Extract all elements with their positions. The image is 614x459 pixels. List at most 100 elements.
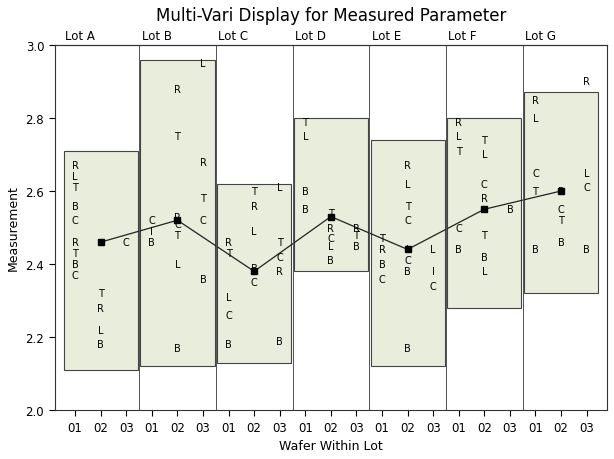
Text: R: R: [353, 223, 360, 233]
Text: L: L: [328, 241, 333, 251]
Text: T: T: [98, 289, 104, 299]
Bar: [293, 119, 368, 272]
Text: T: T: [277, 238, 282, 247]
Text: C: C: [123, 238, 130, 247]
Y-axis label: Measurement: Measurement: [7, 185, 20, 271]
Text: R: R: [379, 245, 386, 255]
Text: T: T: [174, 230, 181, 241]
Text: R: R: [456, 118, 462, 127]
Text: T: T: [456, 146, 462, 157]
Bar: [217, 185, 291, 363]
Text: T: T: [481, 230, 488, 241]
Text: R: R: [327, 223, 334, 233]
Text: I: I: [406, 245, 409, 255]
Bar: [64, 151, 138, 370]
Text: B: B: [200, 274, 206, 284]
Text: L: L: [303, 132, 308, 142]
Text: T: T: [532, 187, 538, 196]
Text: C: C: [583, 183, 590, 193]
Text: B: B: [174, 343, 181, 353]
Text: B: B: [404, 267, 411, 277]
Text: C: C: [251, 278, 257, 288]
Text: C: C: [72, 216, 79, 226]
Text: T: T: [302, 118, 308, 127]
Text: C: C: [404, 216, 411, 226]
Text: C: C: [174, 219, 181, 230]
Text: L: L: [430, 245, 436, 255]
Text: C: C: [404, 256, 411, 266]
Text: B: B: [302, 187, 309, 196]
Text: C: C: [532, 168, 539, 179]
Text: L: L: [174, 259, 180, 269]
Text: B: B: [251, 263, 257, 273]
Text: L: L: [226, 292, 231, 302]
Text: T: T: [72, 248, 78, 258]
Text: B: B: [507, 205, 513, 215]
Text: R: R: [174, 84, 181, 95]
Text: T: T: [379, 234, 385, 244]
Text: R: R: [481, 194, 488, 204]
Text: L: L: [277, 183, 282, 193]
Text: B: B: [583, 245, 590, 255]
Text: B: B: [72, 201, 79, 211]
Text: B: B: [353, 241, 360, 251]
Text: I: I: [150, 227, 154, 237]
Text: B: B: [98, 340, 104, 350]
Text: R: R: [558, 187, 564, 196]
Text: B: B: [302, 205, 309, 215]
Text: B: B: [558, 238, 564, 247]
Text: L: L: [533, 114, 538, 124]
Text: C: C: [481, 179, 488, 189]
Text: C: C: [327, 234, 334, 244]
Text: L: L: [72, 172, 78, 182]
X-axis label: Wafer Within Lot: Wafer Within Lot: [279, 439, 383, 452]
Text: R: R: [200, 157, 206, 168]
Text: T: T: [354, 230, 359, 241]
Text: C: C: [149, 216, 155, 226]
Text: C: C: [200, 216, 206, 226]
Text: L: L: [584, 168, 589, 179]
Text: B: B: [404, 343, 411, 353]
Text: B: B: [481, 252, 488, 262]
Text: R: R: [225, 238, 232, 247]
Text: R: R: [276, 267, 283, 277]
Text: R: R: [404, 161, 411, 171]
Bar: [141, 61, 214, 366]
Text: L: L: [456, 132, 462, 142]
Text: L: L: [481, 150, 487, 160]
Text: T: T: [251, 187, 257, 196]
Text: B: B: [327, 256, 334, 266]
Text: R: R: [72, 238, 79, 247]
Text: T: T: [200, 194, 206, 204]
Bar: [370, 140, 445, 366]
Text: T: T: [405, 201, 411, 211]
Text: B: B: [225, 340, 232, 350]
Text: L: L: [481, 267, 487, 277]
Text: C: C: [558, 205, 564, 215]
Text: L: L: [200, 59, 206, 69]
Text: T: T: [558, 216, 564, 226]
Text: B: B: [72, 259, 79, 269]
Text: T: T: [328, 208, 334, 218]
Text: T: T: [225, 248, 231, 258]
Text: C: C: [430, 281, 437, 291]
Text: R: R: [72, 161, 79, 171]
Text: B: B: [532, 245, 539, 255]
Title: Multi-Vari Display for Measured Parameter: Multi-Vari Display for Measured Paramete…: [156, 7, 506, 25]
Text: C: C: [225, 310, 232, 320]
Text: T: T: [174, 132, 181, 142]
Text: R: R: [251, 201, 258, 211]
Text: L: L: [405, 179, 410, 189]
Text: C: C: [276, 252, 283, 262]
Text: L: L: [98, 325, 103, 335]
Text: R: R: [97, 303, 104, 313]
Text: R: R: [532, 95, 539, 106]
Text: T: T: [481, 135, 488, 146]
Text: B: B: [456, 245, 462, 255]
Text: R: R: [583, 77, 590, 87]
Text: C: C: [456, 223, 462, 233]
Bar: [524, 93, 598, 294]
Text: B: B: [149, 238, 155, 247]
Text: T: T: [72, 183, 78, 193]
Text: I: I: [432, 267, 435, 277]
